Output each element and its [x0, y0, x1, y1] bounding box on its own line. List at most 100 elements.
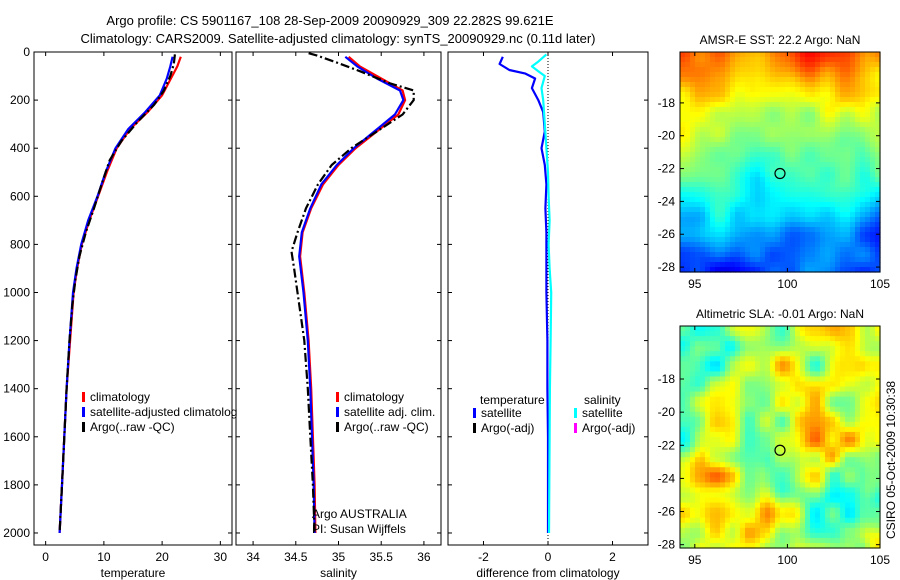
- sla-heatmap-cell: [685, 371, 691, 378]
- sla-heatmap-cell: [725, 507, 731, 514]
- sst-heatmap-cell: [855, 232, 861, 238]
- sst-heatmap-cell: [795, 257, 801, 263]
- sst-heatmap-cell: [795, 162, 801, 168]
- sst-heatmap-cell: [780, 257, 786, 263]
- sla-heatmap-cell: [705, 532, 711, 539]
- sst-heatmap-cell: [680, 132, 686, 138]
- sst-heatmap-cell: [765, 52, 771, 58]
- sla-heatmap-cell: [735, 492, 741, 499]
- sla-heatmap-cell: [855, 527, 861, 534]
- sst-heatmap-cell: [755, 152, 761, 158]
- sst-heatmap-cell: [690, 232, 696, 238]
- sst-heatmap-cell: [690, 167, 696, 173]
- sst-heatmap-cell: [730, 112, 736, 118]
- sst-heatmap-cell: [780, 107, 786, 113]
- sla-heatmap-cell: [765, 401, 771, 408]
- sst-heatmap-cell: [800, 167, 806, 173]
- sst-heatmap-cell: [710, 97, 716, 103]
- sla-heatmap-cell: [710, 416, 716, 423]
- sla-heatmap-cell: [855, 507, 861, 514]
- sst-heatmap-cell: [770, 227, 776, 233]
- sst-heatmap-cell: [790, 212, 796, 218]
- sla-heatmap-cell: [760, 522, 766, 529]
- sla-heatmap-cell: [755, 396, 761, 403]
- sla-heatmap-cell: [690, 457, 696, 463]
- sla-heatmap-cell: [745, 457, 751, 463]
- sst-heatmap-cell: [730, 192, 736, 198]
- sst-heatmap-cell: [800, 107, 806, 113]
- sla-heatmap-cell: [695, 442, 701, 448]
- sst-heatmap-cell: [710, 227, 716, 233]
- sla-heatmap-cell: [760, 497, 766, 504]
- sla-heatmap-cell: [780, 356, 786, 362]
- sla-heatmap-cell: [865, 396, 871, 403]
- sst-heatmap-cell: [720, 212, 726, 218]
- sla-heatmap-cell: [725, 492, 731, 499]
- sla-heatmap-cell: [835, 391, 841, 398]
- sst-heatmap-cell: [785, 127, 791, 133]
- sst-heatmap-cell: [800, 172, 806, 178]
- sst-heatmap-cell: [760, 172, 766, 178]
- sla-heatmap-cell: [690, 507, 696, 514]
- sst-heatmap-cell: [685, 127, 691, 133]
- sla-heatmap-cell: [855, 517, 861, 524]
- sst-heatmap-cell: [865, 252, 871, 258]
- sla-heatmap-cell: [700, 381, 706, 388]
- sla-heatmap-cell: [790, 356, 796, 362]
- sla-heatmap-cell: [855, 361, 861, 367]
- sla-heatmap-cell: [805, 457, 811, 463]
- sla-heatmap-cell: [710, 472, 716, 478]
- sla-heatmap-cell: [750, 431, 756, 438]
- sla-heatmap-cell: [865, 517, 871, 524]
- sst-heatmap-cell: [805, 132, 811, 138]
- sst-heatmap-cell: [845, 72, 851, 78]
- sst-heatmap-cell: [790, 242, 796, 248]
- sla-heatmap-cell: [680, 487, 686, 494]
- sst-heatmap-cell: [680, 102, 686, 108]
- sla-heatmap-cell: [705, 462, 711, 468]
- sst-heatmap-cell: [850, 157, 856, 163]
- sst-heatmap-cell: [680, 122, 686, 128]
- sla-heatmap-cell: [700, 522, 706, 529]
- sst-heatmap-cell: [795, 247, 801, 253]
- sla-heatmap-cell: [850, 346, 856, 352]
- sla-heatmap-cell: [710, 542, 716, 549]
- sla-heatmap-cell: [700, 356, 706, 362]
- sst-heatmap-cell: [745, 187, 751, 193]
- sla-heatmap-cell: [745, 391, 751, 398]
- sla-heatmap-cell: [705, 376, 711, 383]
- sla-heatmap-cell: [775, 502, 781, 509]
- sla-heatmap-cell: [740, 502, 746, 509]
- sst-heatmap-cell: [735, 212, 741, 218]
- sla-heatmap-cell: [860, 406, 866, 413]
- sla-heatmap-cell: [820, 447, 826, 453]
- sla-heatmap-cell: [835, 351, 841, 357]
- sst-heatmap-cell: [730, 182, 736, 188]
- sst-heatmap-cell: [860, 132, 866, 138]
- sst-heatmap-cell: [720, 122, 726, 128]
- sst-map-x-tick-label: 100: [777, 277, 797, 291]
- sla-heatmap-cell: [685, 356, 691, 362]
- sla-heatmap-cell: [840, 492, 846, 499]
- sst-heatmap-cell: [735, 152, 741, 158]
- sla-heatmap-cell: [720, 442, 726, 448]
- sst-heatmap-cell: [765, 127, 771, 133]
- sla-heatmap-cell: [870, 527, 876, 534]
- sst-heatmap-cell: [875, 132, 881, 138]
- sst-heatmap-cell: [685, 192, 691, 198]
- sst-heatmap-cell: [710, 167, 716, 173]
- sla-heatmap-cell: [730, 447, 736, 453]
- sla-heatmap-cell: [855, 482, 861, 489]
- sst-heatmap-cell: [840, 137, 846, 143]
- sla-heatmap-cell: [760, 442, 766, 448]
- sla-heatmap-cell: [685, 416, 691, 423]
- sst-heatmap-cell: [755, 197, 761, 203]
- sst-heatmap-cell: [795, 167, 801, 173]
- sla-heatmap-cell: [850, 391, 856, 398]
- difference-legend-right-title: salinity: [584, 393, 621, 407]
- sla-heatmap-cell: [845, 426, 851, 433]
- sst-heatmap-cell: [785, 57, 791, 63]
- sst-heatmap-cell: [730, 122, 736, 128]
- sla-heatmap-cell: [775, 522, 781, 529]
- sla-heatmap-cell: [820, 351, 826, 357]
